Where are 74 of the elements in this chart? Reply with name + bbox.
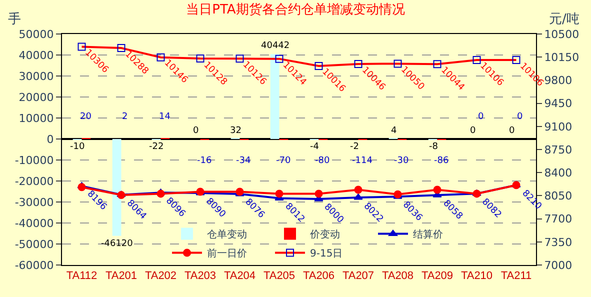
y2-tick-label: 8750 [544,143,572,156]
y2-tick-label: 10500 [544,28,580,41]
y-tick-label: -50000 [14,238,54,251]
y-tick-label: -40000 [14,216,54,230]
y2-tick-label: 7000 [544,258,572,272]
y2-tick-label: 7350 [544,236,572,249]
data-label: -86 [434,156,449,166]
y2-tick-label: 9450 [544,97,572,110]
x-tick-label: TA205 [263,270,296,282]
y-tick-label: -20000 [14,174,54,188]
y-tick-label: -60000 [14,258,54,272]
x-tick-label: TA208 [382,270,414,282]
legend-label: 前一日价 [207,248,247,260]
y2-axis-title: 元/吨 [549,12,580,27]
point [156,190,165,198]
x-tick-label: TA211 [500,270,532,282]
data-label: -114 [352,156,373,166]
y-tick-label: 20000 [18,90,54,104]
x-tick-label: TA203 [184,270,216,282]
data-label: -70 [276,156,291,166]
data-label: 14 [159,112,171,122]
data-label: 40442 [261,41,290,51]
y-tick-label: 40000 [18,48,54,62]
data-label: -8 [429,142,438,152]
data-label: 0 [193,126,199,136]
data-label: 0 [509,126,515,136]
y-axis-title: 手 [8,12,21,27]
data-label: -34 [236,156,251,166]
y-tick-label: -30000 [14,196,54,209]
data-label: -16 [197,156,212,166]
data-label: 20 [80,112,92,122]
data-label: 0 [470,126,476,136]
y-tick-label: 50000 [18,28,54,41]
y-tick-label: -10000 [14,154,54,167]
point [433,186,442,194]
data-label: -4 [310,142,320,152]
legend-label: 仓单变动 [207,228,247,241]
data-label: -46120 [101,239,134,249]
y2-tick-label: 9800 [544,74,572,88]
y2-tick-label: 9100 [544,120,572,134]
x-tick-label: TA207 [342,270,374,282]
x-tick-label: TA210 [460,270,493,282]
y-tick-label: 0 [46,132,54,146]
data-label: 4 [391,126,397,136]
point [354,186,362,194]
data-label: 0 [517,112,523,122]
y-tick-label: 30000 [18,70,54,83]
x-tick-label: TA112 [66,270,98,282]
data-label: -80 [315,156,330,166]
x-tick-label: TA209 [421,270,454,282]
chart-title: 当日PTA期货各合约仓单增减变动情况 [186,2,405,18]
data-label: 32 [230,126,242,136]
data-label: 0 [478,112,484,122]
point [275,190,284,198]
legend-label: 价变动 [309,228,340,241]
legend-label: 结算价 [413,228,443,241]
data-label: -2 [350,142,359,152]
data-label: -10 [70,142,85,152]
legend-label: 9-15日 [310,248,343,260]
x-tick-label: TA206 [302,270,335,282]
y2-tick-label: 8400 [544,166,572,180]
x-tick-label: TA204 [224,270,256,282]
y2-tick-label: 7700 [544,212,572,226]
data-label: 2 [122,112,128,122]
bar [270,54,280,139]
point [78,183,86,192]
data-label: -30 [394,156,409,166]
x-tick-label: TA201 [105,270,138,282]
point [314,190,323,198]
x-tick-label: TA202 [144,270,177,282]
y-tick-label: 10000 [18,112,54,125]
data-label: -22 [149,142,164,152]
y2-tick-label: 10150 [544,50,580,64]
y2-tick-label: 8050 [544,190,572,203]
